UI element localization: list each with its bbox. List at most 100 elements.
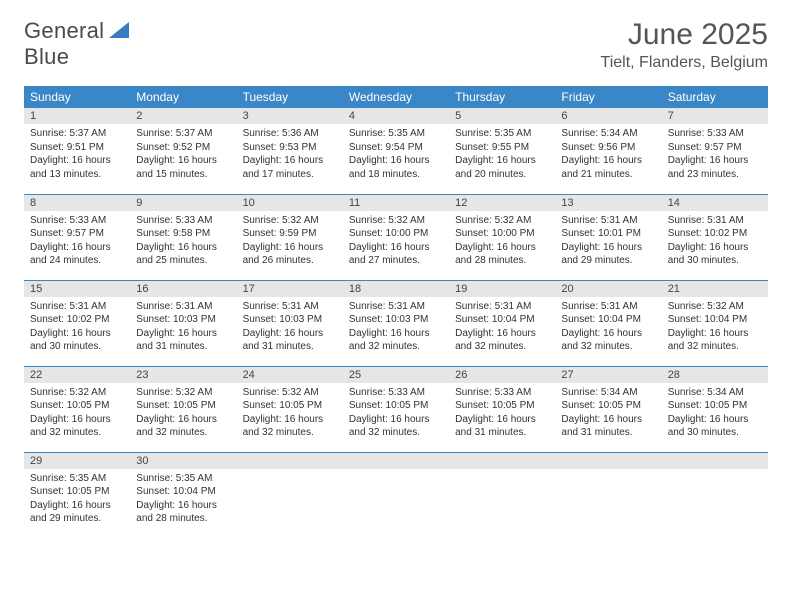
day-body-empty (662, 469, 768, 523)
sunset-line: Sunset: 10:03 PM (349, 314, 429, 325)
sunrise-line: Sunrise: 5:34 AM (668, 387, 744, 398)
daylight-line: Daylight: 16 hours and 30 minutes. (668, 414, 749, 439)
daylight-line: Daylight: 16 hours and 25 minutes. (136, 242, 217, 267)
sunrise-line: Sunrise: 5:32 AM (136, 387, 212, 398)
day-number: 11 (343, 195, 449, 211)
weekday-tuesday: Tuesday (237, 86, 343, 108)
daylight-line: Daylight: 16 hours and 26 minutes. (243, 242, 324, 267)
calendar-day: 12Sunrise: 5:32 AMSunset: 10:00 PMDaylig… (449, 194, 555, 280)
sunrise-line: Sunrise: 5:34 AM (561, 128, 637, 139)
day-number: 28 (662, 367, 768, 383)
day-number: 15 (24, 281, 130, 297)
day-number: 10 (237, 195, 343, 211)
sunset-line: Sunset: 10:05 PM (136, 400, 216, 411)
daylight-line: Daylight: 16 hours and 17 minutes. (243, 155, 324, 180)
calendar-day: 23Sunrise: 5:32 AMSunset: 10:05 PMDaylig… (130, 366, 236, 452)
sunset-line: Sunset: 10:02 PM (30, 314, 110, 325)
day-body: Sunrise: 5:34 AMSunset: 9:56 PMDaylight:… (555, 124, 661, 185)
sunset-line: Sunset: 10:03 PM (136, 314, 216, 325)
calendar-day: 8Sunrise: 5:33 AMSunset: 9:57 PMDaylight… (24, 194, 130, 280)
weekday-row: SundayMondayTuesdayWednesdayThursdayFrid… (24, 86, 768, 108)
calendar-day: 18Sunrise: 5:31 AMSunset: 10:03 PMDaylig… (343, 280, 449, 366)
calendar-day: 7Sunrise: 5:33 AMSunset: 9:57 PMDaylight… (662, 108, 768, 194)
calendar-day-empty (449, 452, 555, 538)
daylight-line: Daylight: 16 hours and 18 minutes. (349, 155, 430, 180)
daylight-line: Daylight: 16 hours and 28 minutes. (455, 242, 536, 267)
day-number: 19 (449, 281, 555, 297)
sunrise-line: Sunrise: 5:31 AM (668, 215, 744, 226)
day-body: Sunrise: 5:35 AM Sunset: 10:04 PM Daylight… (130, 469, 236, 530)
calendar-day-empty (237, 452, 343, 538)
day-number-empty (449, 453, 555, 469)
sunrise-line: Sunrise: 5:35 AM (30, 473, 106, 484)
sunrise-line: Sunrise: 5:32 AM (668, 301, 744, 312)
calendar-day: 11Sunrise: 5:32 AMSunset: 10:00 PMDaylig… (343, 194, 449, 280)
day-body: Sunrise: 5:31 AMSunset: 10:01 PMDaylight… (555, 211, 661, 272)
daylight-line: Daylight: 16 hours and 32 minutes. (561, 328, 642, 353)
sunset-line: Sunset: 10:05 PM (561, 400, 641, 411)
day-number: 6 (555, 108, 661, 124)
calendar-table: SundayMondayTuesdayWednesdayThursdayFrid… (24, 86, 768, 538)
sunrise-line: Sunrise: 5:33 AM (30, 215, 106, 226)
sunset-line: Sunset: 10:01 PM (561, 228, 641, 239)
day-number: 24 (237, 367, 343, 383)
weekday-sunday: Sunday (24, 86, 130, 108)
calendar-day: 27Sunrise: 5:34 AMSunset: 10:05 PMDaylig… (555, 366, 661, 452)
sunrise-line: Sunrise: 5:33 AM (136, 215, 212, 226)
day-number: 2 (130, 108, 236, 124)
calendar-day: 16Sunrise: 5:31 AMSunset: 10:03 PMDaylig… (130, 280, 236, 366)
day-body-empty (449, 469, 555, 523)
day-number: 23 (130, 367, 236, 383)
daylight-line: Daylight: 16 hours and 31 minutes. (136, 328, 217, 353)
day-number: 26 (449, 367, 555, 383)
day-body: Sunrise: 5:32 AMSunset: 10:00 PMDaylight… (343, 211, 449, 272)
sunset-line: Sunset: 9:57 PM (668, 142, 742, 153)
day-number: 18 (343, 281, 449, 297)
sunset-line: Sunset: 10:04 PM (455, 314, 535, 325)
daylight-line: Daylight: 16 hours and 30 minutes. (30, 328, 111, 353)
weekday-friday: Friday (555, 86, 661, 108)
sunrise-line: Sunrise: 5:31 AM (561, 215, 637, 226)
calendar-day: 25Sunrise: 5:33 AMSunset: 10:05 PMDaylig… (343, 366, 449, 452)
weekday-thursday: Thursday (449, 86, 555, 108)
day-body: Sunrise: 5:31 AMSunset: 10:02 PMDaylight… (662, 211, 768, 272)
daylight-line: Daylight: 16 hours and 21 minutes. (561, 155, 642, 180)
sunset-line: Sunset: 10:05 PM (30, 486, 110, 497)
day-body: Sunrise: 5:31 AMSunset: 10:03 PMDaylight… (130, 297, 236, 358)
sunrise-line: Sunrise: 5:33 AM (668, 128, 744, 139)
sunset-line: Sunset: 10:04 PM (136, 486, 216, 497)
page-header: General Blue June 2025 Tielt, Flanders, … (24, 18, 768, 72)
sunset-line: Sunset: 10:05 PM (455, 400, 535, 411)
sunrise-line: Sunrise: 5:35 AM (136, 473, 212, 484)
sunrise-line: Sunrise: 5:31 AM (30, 301, 106, 312)
day-body: Sunrise: 5:32 AMSunset: 10:04 PMDaylight… (662, 297, 768, 358)
day-number: 14 (662, 195, 768, 211)
sunset-line: Sunset: 9:59 PM (243, 228, 317, 239)
day-number: 4 (343, 108, 449, 124)
daylight-line: Daylight: 16 hours and 31 minutes. (561, 414, 642, 439)
calendar-week: 8Sunrise: 5:33 AMSunset: 9:57 PMDaylight… (24, 194, 768, 280)
calendar-day: 26Sunrise: 5:33 AMSunset: 10:05 PMDaylig… (449, 366, 555, 452)
day-number: 30 (130, 453, 236, 469)
daylight-line: Daylight: 16 hours and 28 minutes. (136, 500, 217, 525)
sunset-line: Sunset: 9:53 PM (243, 142, 317, 153)
day-body: Sunrise: 5:31 AMSunset: 10:03 PMDaylight… (343, 297, 449, 358)
brand-text-line2: Blue (24, 44, 69, 69)
day-body: Sunrise: 5:36 AM Sunset: 9:53 PM Daylight:… (237, 124, 343, 185)
day-body: Sunrise: 5:31 AMSunset: 10:04 PMDaylight… (449, 297, 555, 358)
day-number: 13 (555, 195, 661, 211)
calendar-week: 15 Sunrise: 5:31 AM Sunset: 10:02 PM Daylig… (24, 280, 768, 366)
daylight-line: Daylight: 16 hours and 31 minutes. (455, 414, 536, 439)
sunset-line: Sunset: 9:52 PM (136, 142, 210, 153)
calendar-day: 29Sunrise: 5:35 AMSunset: 10:05 PMDaylig… (24, 452, 130, 538)
day-number: 9 (130, 195, 236, 211)
daylight-line: Daylight: 16 hours and 31 minutes. (243, 328, 324, 353)
sunset-line: Sunset: 9:58 PM (136, 228, 210, 239)
daylight-line: Daylight: 16 hours and 15 minutes. (136, 155, 217, 180)
calendar-day: 17Sunrise: 5:31 AMSunset: 10:03 PMDaylig… (237, 280, 343, 366)
sunrise-line: Sunrise: 5:33 AM (349, 387, 425, 398)
sunrise-line: Sunrise: 5:36 AM (243, 128, 319, 139)
daylight-line: Daylight: 16 hours and 27 minutes. (349, 242, 430, 267)
day-body: Sunrise: 5:34 AMSunset: 10:05 PMDaylight… (662, 383, 768, 444)
day-body: Sunrise: 5:37 AMSunset: 9:52 PMDaylight:… (130, 124, 236, 185)
